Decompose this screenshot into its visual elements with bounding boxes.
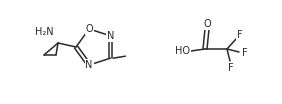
Text: N: N <box>107 31 114 41</box>
Text: HO: HO <box>175 46 191 56</box>
Text: N: N <box>85 60 93 70</box>
Text: H₂N: H₂N <box>35 27 53 37</box>
Text: O: O <box>85 24 93 34</box>
Text: F: F <box>228 63 234 73</box>
Text: O: O <box>203 19 211 29</box>
Text: F: F <box>242 48 248 58</box>
Text: F: F <box>237 30 243 40</box>
